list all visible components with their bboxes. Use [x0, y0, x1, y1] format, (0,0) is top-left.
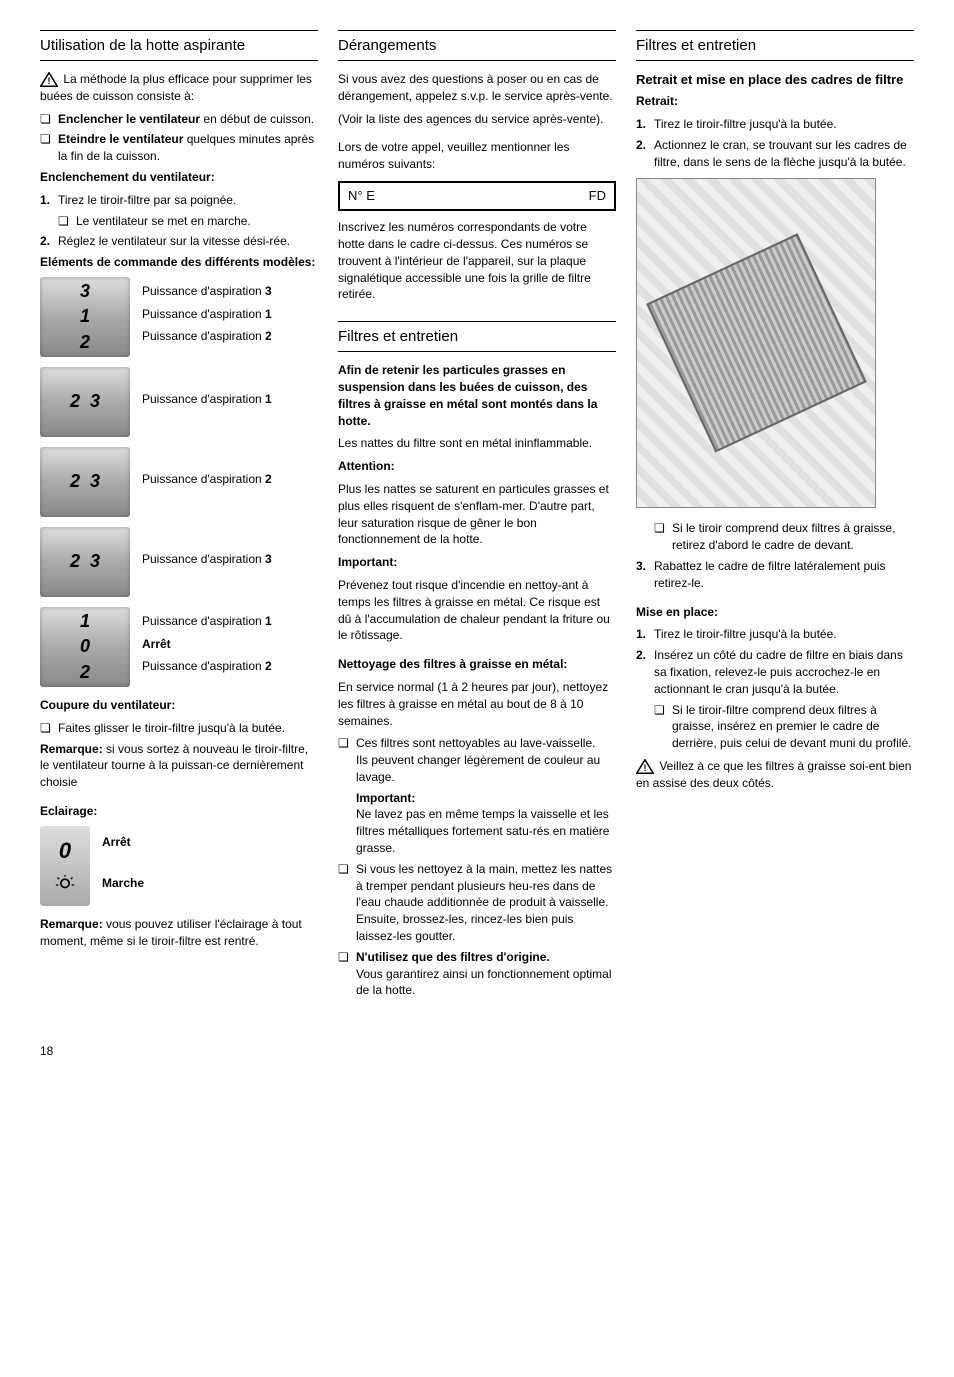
der-p3: Lors de votre appel, veuillez mentionner…	[338, 139, 616, 173]
light-control: 0 Arrêt Marche	[40, 826, 318, 906]
mise-steps: 1.Tirez le tiroir-filtre jusqu'à la buté…	[636, 626, 914, 752]
coupure-item: Faites glisser le tiroir-filtre jusqu'à …	[40, 720, 318, 737]
heading-filtres-2: Filtres et entretien	[636, 30, 914, 61]
nettoyage-item-2: Si vous les nettoyez à la main, mettez l…	[338, 861, 616, 945]
svg-text:!: !	[644, 763, 647, 773]
fil-p2: Les nattes du filtre sont en métal ininf…	[338, 435, 616, 452]
mise-step-1: 1.Tirez le tiroir-filtre jusqu'à la buté…	[636, 626, 914, 643]
nettoyage-list: Ces filtres sont nettoyables au lave-vai…	[338, 735, 616, 999]
control-image-1: 312	[40, 277, 130, 357]
retrait-label: Retrait:	[636, 93, 914, 110]
retrait-steps: 1.Tirez le tiroir-filtre jusqu'à la buté…	[636, 116, 914, 170]
step-2: 2.Réglez le ventilateur sur la vitesse d…	[40, 233, 318, 250]
nettoyage-heading: Nettoyage des filtres à graisse en métal…	[338, 656, 616, 673]
der-p1: Si vous avez des questions à poser ou en…	[338, 71, 616, 105]
control-model-1: 312 Puissance d'aspiration 3 Puissance d…	[40, 277, 318, 357]
light-labels: Arrêt Marche	[102, 834, 318, 898]
filter-diagram	[636, 178, 876, 508]
step-1: 1.Tirez le tiroir-filtre par sa poignée.…	[40, 192, 318, 230]
fd-label: FD	[589, 187, 606, 205]
step-1-sub: Le ventilateur se met en marche.	[58, 213, 318, 230]
intro-paragraph: ! La méthode la plus efficace pour suppr…	[40, 71, 318, 105]
bullet-enclencher: Enclencher le ventilateur en début de cu…	[40, 111, 318, 128]
retrait-step-1: 1.Tirez le tiroir-filtre jusqu'à la buté…	[636, 116, 914, 133]
retrait-step-2: 2.Actionnez le cran, se trouvant sur les…	[636, 137, 914, 171]
control-image-2b: 2 3	[40, 447, 130, 517]
remarque-1: Remarque: si vous sortez à nouveau le ti…	[40, 741, 318, 791]
number-box: N° E FD	[338, 181, 616, 211]
control-model-2b: 2 3 Puissance d'aspiration 2	[40, 447, 318, 517]
important-label: Important:	[338, 554, 616, 571]
coupure-heading: Coupure du ventilateur:	[40, 697, 318, 714]
fil-p4: Prévenez tout risque d'incendie en netto…	[338, 577, 616, 644]
warning-icon-2: !	[636, 759, 654, 775]
control-model-2a: 2 3 Puissance d'aspiration 1	[40, 367, 318, 437]
column-3: Filtres et entretien Retrait et mise en …	[636, 30, 914, 1003]
der-p4: Inscrivez les numéros correspondants de …	[338, 219, 616, 303]
ne-label: N° E	[348, 187, 589, 205]
svg-text:!: !	[48, 76, 51, 86]
nettoyage-item-1: Ces filtres sont nettoyables au lave-vai…	[338, 735, 616, 857]
fil-p3: Plus les nattes se saturent en particule…	[338, 481, 616, 548]
control-image-2c: 2 3	[40, 527, 130, 597]
retrait-step-3: 3.Rabattez le cadre de filtre latéraleme…	[636, 558, 914, 592]
control-labels-1: Puissance d'aspiration 3 Puissance d'asp…	[142, 283, 318, 351]
nettoyage-item-3: N'utilisez que des filtres d'origine. Vo…	[338, 949, 616, 999]
column-1: Utilisation de la hotte aspirante ! La m…	[40, 30, 318, 1003]
mise-label: Mise en place:	[636, 604, 914, 621]
bullet-eteindre: Eteindre le ventilateur quelques minutes…	[40, 131, 318, 165]
control-image-2a: 2 3	[40, 367, 130, 437]
veillez-paragraph: ! Veillez à ce que les filtres à graisse…	[636, 758, 914, 792]
retrait-sub: Si le tiroir comprend deux filtres à gra…	[654, 520, 914, 554]
retrait-mise-heading: Retrait et mise en place des cadres de f…	[636, 71, 914, 89]
elements-heading: Eléments de commande des différents modè…	[40, 254, 318, 271]
heading-derangements: Dérangements	[338, 30, 616, 61]
remarque-2: Remarque: vous pouvez utiliser l'éclaira…	[40, 916, 318, 950]
control-image-3: 102	[40, 607, 130, 687]
light-control-image: 0	[40, 826, 90, 906]
mise-sub: Si le tiroir-filtre comprend deux filtre…	[654, 702, 914, 752]
fil-p1: Afin de retenir les particules grasses e…	[338, 362, 616, 429]
eclairage-heading: Eclairage:	[40, 803, 318, 820]
intro-bullets: Enclencher le ventilateur en début de cu…	[40, 111, 318, 165]
mise-step-2: 2.Insérez un côté du cadre de filtre en …	[636, 647, 914, 752]
control-model-2c: 2 3 Puissance d'aspiration 3	[40, 527, 318, 597]
enclenchement-heading: Enclenchement du ventilateur:	[40, 169, 318, 186]
fil-p5: En service normal (1 à 2 heures par jour…	[338, 679, 616, 729]
warning-icon: !	[40, 72, 58, 88]
control-model-3: 102 Puissance d'aspiration 1 Arrêt Puiss…	[40, 607, 318, 687]
enclenchement-steps: 1.Tirez le tiroir-filtre par sa poignée.…	[40, 192, 318, 250]
heading-filtres: Filtres et entretien	[338, 321, 616, 352]
attention-label: Attention:	[338, 458, 616, 475]
bulb-icon	[55, 875, 75, 895]
page-number: 18	[40, 1043, 914, 1060]
column-2: Dérangements Si vous avez des questions …	[338, 30, 616, 1003]
der-p2: (Voir la liste des agences du service ap…	[338, 111, 616, 128]
control-labels-3: Puissance d'aspiration 1 Arrêt Puissance…	[142, 613, 318, 681]
heading-utilisation: Utilisation de la hotte aspirante	[40, 30, 318, 61]
